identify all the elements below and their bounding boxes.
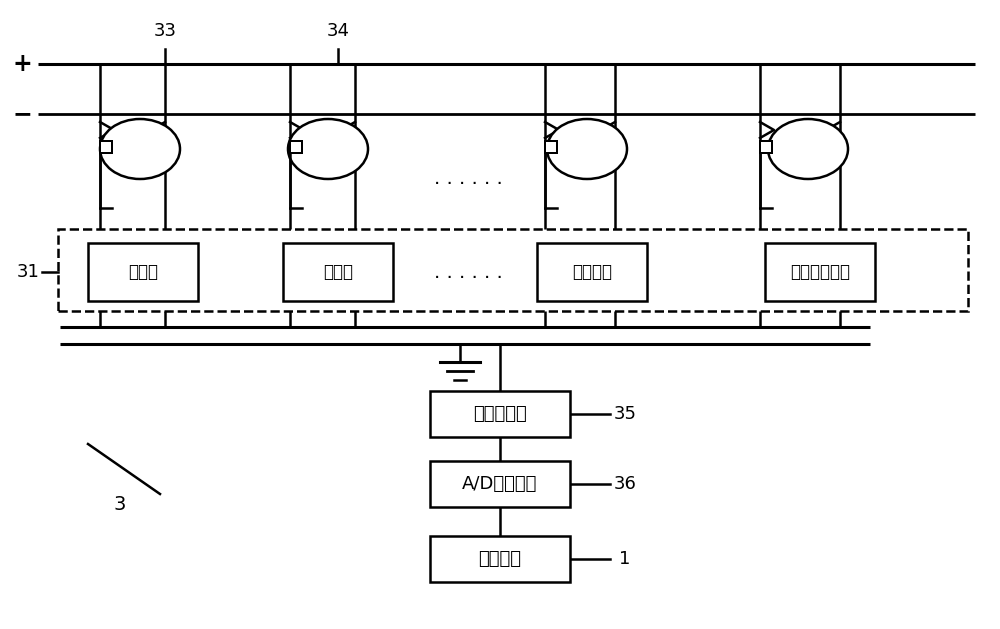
Text: 整流器: 整流器 [128,263,158,281]
Text: 35: 35 [614,405,637,423]
Bar [545,141,557,153]
Text: 34: 34 [326,22,350,40]
Ellipse shape [768,119,848,179]
Text: 功率放大器: 功率放大器 [473,405,527,423]
Text: 31: 31 [17,263,39,281]
Bar [430,391,570,437]
Text: 3: 3 [114,494,126,513]
Ellipse shape [100,119,180,179]
Ellipse shape [547,119,627,179]
Text: . . . . . .: . . . . . . [434,169,502,189]
Text: A/D转换电路: A/D转换电路 [462,475,538,493]
Text: 母排绶缘端子: 母排绶缘端子 [790,263,850,281]
Text: −: − [12,102,32,126]
Bar [430,461,570,507]
Bar [283,243,393,301]
Bar [760,141,772,153]
Text: 蓄电池: 蓄电池 [323,263,353,281]
Bar [88,243,198,301]
Bar [430,536,570,582]
Text: 控制模块: 控制模块 [479,550,522,568]
Text: 36: 36 [614,475,636,493]
Text: . . . . . .: . . . . . . [434,262,502,282]
Bar [58,229,968,311]
Text: 通讯设备: 通讯设备 [572,263,612,281]
Bar [290,141,302,153]
Text: +: + [12,52,32,76]
Bar [765,243,875,301]
Ellipse shape [288,119,368,179]
Text: 1: 1 [619,550,631,568]
Text: 33: 33 [154,22,176,40]
Bar [537,243,647,301]
Bar [100,141,112,153]
